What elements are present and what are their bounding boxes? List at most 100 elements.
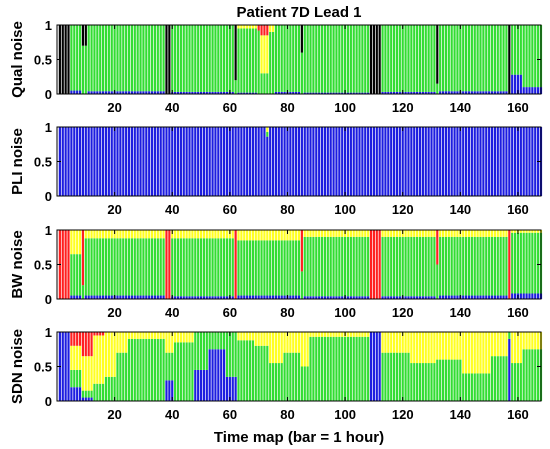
bw-noise-bar-138-green	[453, 236, 456, 296]
bw-noise-bar-87-blue	[306, 296, 309, 299]
sdn-noise-bar-106-yellow	[361, 332, 364, 337]
qual-noise-bar-10-green	[84, 45, 87, 94]
bw-noise-bar-126-green	[418, 236, 422, 297]
bw-noise-bar-113-blue	[381, 296, 384, 299]
qual-noise-bar-67-blue	[248, 92, 252, 94]
qual-noise-bar-157-black	[508, 25, 511, 94]
qual-noise-ylabel: Qual noise	[9, 21, 26, 98]
bw-noise-bar-138-yellow	[453, 230, 456, 237]
bw-noise-bar-154-blue	[499, 295, 502, 299]
qual-noise-bar-138-blue	[453, 91, 456, 94]
bw-noise-bar-8-green	[78, 254, 82, 296]
pli-noise-bar-78-blue	[280, 127, 283, 196]
sdn-noise-bar-35-green	[156, 338, 159, 401]
sdn-noise-bar-154-green	[499, 356, 502, 401]
bw-noise-bar-75-blue	[271, 295, 275, 299]
bw-noise-bar-17-green	[104, 238, 108, 296]
qual-noise-bar-8-green	[78, 25, 82, 91]
sdn-noise-bar-151-green	[490, 356, 494, 401]
bw-noise-bar-94-blue	[326, 296, 329, 299]
pli-noise-bar-49-blue	[197, 127, 200, 196]
sdn-noise-bar-105-green	[358, 336, 361, 401]
sdn-noise-bar-70-green	[257, 345, 260, 401]
bw-noise-bar-30-yellow	[142, 230, 145, 239]
bw-noise-bar-22-blue	[119, 295, 122, 299]
bw-noise-bar-19-green	[110, 238, 113, 296]
bw-noise-bar-89-yellow	[312, 230, 315, 237]
bw-noise-bar-133-yellow	[439, 230, 442, 237]
qual-noise-bar-27-blue	[133, 91, 136, 94]
pli-noise-bar-118-blue	[395, 127, 399, 196]
bw-noise-bar-56-green	[217, 238, 220, 297]
sdn-noise-bar-139-yellow	[456, 332, 459, 360]
pli-noise-bar-157-blue	[508, 127, 511, 196]
bw-noise-bar-70-green	[257, 240, 260, 296]
sdn-noise-bar-5-blue	[70, 387, 73, 401]
bw-noise-bar-117-blue	[392, 296, 396, 299]
sdn-noise-ytick-label: 1	[45, 325, 52, 340]
sdn-noise-bar-7-yellow	[76, 345, 79, 370]
bw-noise-bar-35-yellow	[156, 230, 159, 239]
sdn-noise-bar-48-green	[194, 332, 197, 370]
qual-noise-bar-81-blue	[289, 91, 292, 94]
pli-noise-bar-44-blue	[182, 127, 185, 196]
bw-noise-xtick-label: 100	[334, 305, 356, 320]
bw-noise-bar-41-green	[174, 238, 177, 297]
sdn-noise-bar-78-yellow	[280, 332, 283, 364]
bw-noise-bar-70-blue	[257, 295, 260, 299]
sdn-noise-bar-93-yellow	[323, 332, 327, 337]
pli-noise-bar-128-blue	[424, 127, 427, 196]
qual-noise-bar-76-green	[274, 25, 278, 92]
qual-noise-bar-11-green	[87, 25, 90, 92]
sdn-noise-bar-10-green	[84, 390, 87, 398]
sdn-noise-bar-53-blue	[208, 349, 211, 401]
pli-noise-xtick-label: 40	[165, 202, 179, 217]
bw-noise-bar-22-yellow	[119, 230, 122, 239]
sdn-noise-bar-12-red	[90, 332, 93, 357]
bw-noise-bar-162-green	[522, 232, 525, 294]
sdn-noise-bar-3-blue	[64, 332, 67, 401]
sdn-noise-bar-62-green	[234, 332, 237, 377]
qual-noise-bar-95-green	[329, 25, 332, 93]
pli-noise-bar-160-blue	[516, 127, 520, 196]
pli-noise-bar-41-blue	[174, 127, 177, 196]
qual-noise-bar-145-blue	[473, 91, 476, 94]
bw-noise-bar-166-green	[534, 232, 537, 294]
pli-noise-bar-163-blue	[525, 127, 528, 196]
sdn-noise-bar-71-green	[260, 345, 263, 401]
pli-noise-bar-126-blue	[418, 127, 422, 196]
qual-noise-bar-43-blue	[179, 91, 182, 94]
pli-noise-xtick-label: 60	[223, 202, 237, 217]
bw-noise-bar-167-blue	[537, 293, 540, 299]
qual-noise-bar-124-green	[413, 25, 416, 92]
sdn-noise-bar-58-green	[223, 332, 226, 350]
pli-noise-bar-89-blue	[312, 127, 315, 196]
bw-noise-bar-30-green	[142, 238, 145, 296]
sdn-noise-bar-51-green	[202, 332, 206, 370]
bw-noise-bars	[58, 230, 543, 299]
bw-noise-bar-141-green	[462, 236, 465, 296]
bw-noise-bar-54-green	[211, 238, 214, 297]
panel-qual-noise: 20 40 60 80 100 120 140 160 0 0.5 1 Qual noise	[9, 18, 543, 115]
bw-noise-bar-130-blue	[430, 296, 433, 299]
pli-noise-bar-115-blue	[387, 127, 390, 196]
bw-noise-bar-49-yellow	[197, 230, 200, 239]
bw-noise-bar-42-blue	[176, 296, 180, 299]
qual-noise-bar-106-green	[361, 25, 364, 93]
qual-noise-xtick-label: 120	[392, 100, 414, 115]
pli-noise-bar-62-blue	[234, 127, 237, 196]
qual-noise-bar-12-green	[90, 25, 93, 92]
qual-noise-bar-5-blue	[70, 90, 73, 94]
pli-noise-bar-110-blue	[372, 127, 375, 196]
bw-noise-bar-116-yellow	[390, 230, 393, 237]
pli-noise-bar-17-blue	[104, 127, 108, 196]
qual-noise-bar-123-green	[410, 25, 413, 92]
sdn-noise-bar-98-yellow	[338, 332, 341, 337]
qual-noise-bar-127-green	[421, 25, 424, 92]
sdn-noise-bar-85-green	[300, 366, 303, 401]
qual-noise-bar-125-blue	[416, 91, 419, 94]
sdn-noise-bar-124-yellow	[413, 332, 416, 364]
qual-noise-bar-150-green	[488, 25, 491, 92]
qual-noise-bar-63-green	[237, 28, 240, 93]
bw-noise-bar-149-green	[485, 236, 488, 296]
